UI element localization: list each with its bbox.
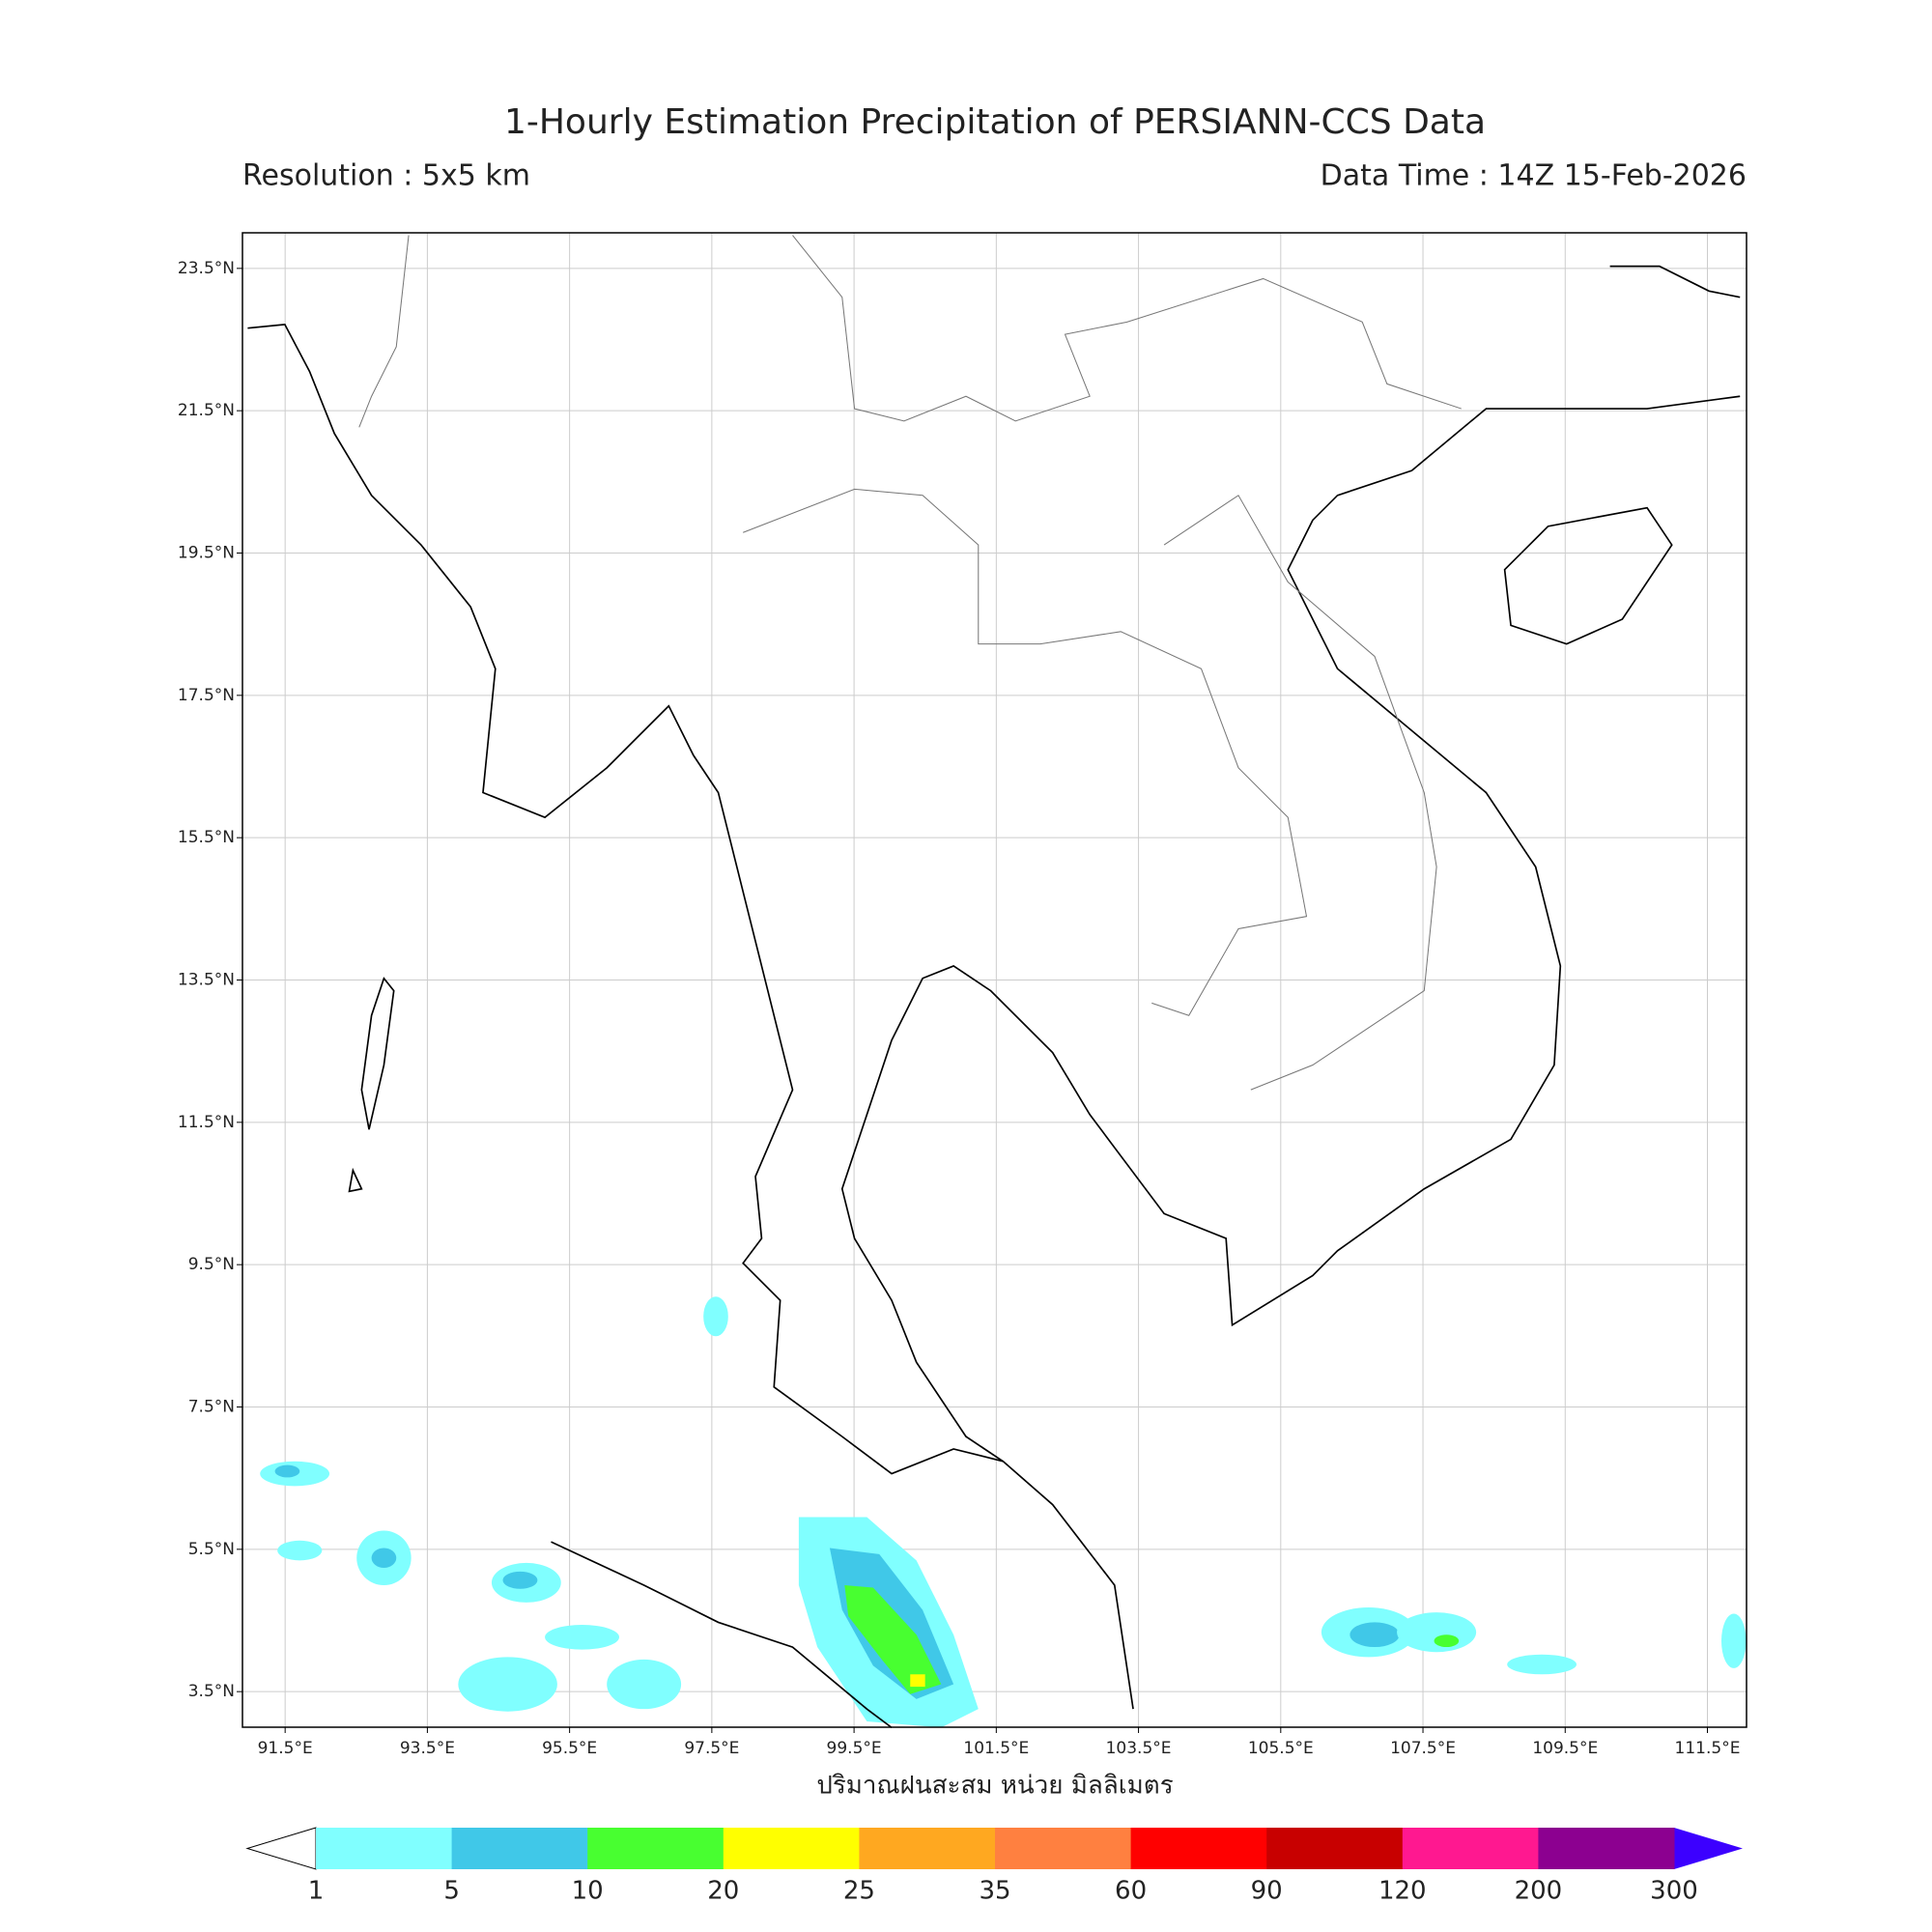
colorbar-tick-label: 300 [1650,1877,1698,1906]
data-time: Data Time : 14Z 15-Feb-2026 [1321,159,1747,193]
lon-tick-label: 101.5°E [963,1739,1029,1758]
coastline [348,265,1741,1193]
colorbar-tick-label: 20 [707,1877,739,1906]
grid [237,233,1747,1733]
coastline [1503,506,1673,645]
colorbar-box [316,1828,453,1869]
lat-tick-label: 17.5°N [178,686,235,705]
colorbar-box [451,1828,588,1869]
rain-area [844,1584,942,1694]
rain-area [1434,1634,1460,1648]
colorbar-tick-label: 5 [443,1877,460,1906]
lon-tick-label: 103.5°E [1106,1739,1172,1758]
rain-area [1507,1654,1577,1675]
lon-tick-label: 111.5°E [1675,1739,1741,1758]
rain-area [274,1464,300,1478]
rain-area [371,1548,397,1569]
colorbar-box [1538,1828,1675,1869]
colorbar-box [859,1828,996,1869]
rain-area [1397,1612,1477,1653]
lat-tick-label: 15.5°N [178,828,235,847]
lon-tick-label: 109.5°E [1532,1739,1598,1758]
rain-area [502,1571,538,1589]
lat-tick-label: 3.5°N [188,1682,235,1701]
border [358,235,1462,1091]
colorbar-label: ปริมาณฝนสะสม หน่วย มิลลิเมตร [816,1772,1173,1801]
colorbar-over [1674,1828,1743,1869]
rain-area [1720,1613,1747,1668]
colorbar-tick-label: 35 [979,1877,1010,1906]
map-frame [242,232,1747,1728]
lat-tick-label: 9.5°N [188,1255,235,1274]
colorbar-tick-label: 10 [572,1877,604,1906]
lon-tick-label: 97.5°E [684,1739,739,1758]
colorbar-box [587,1828,724,1869]
colorbar-tick-label: 90 [1251,1877,1283,1906]
lat-tick-label: 23.5°N [178,259,235,278]
colorbar-tick-label: 120 [1378,1877,1427,1906]
title: 1-Hourly Estimation Precipitation of PER… [504,102,1486,142]
colorbar-box [1402,1828,1539,1869]
coastline [247,323,1134,1710]
colorbar-box [1130,1828,1267,1869]
colorbar-tick-label: 60 [1115,1877,1147,1906]
colorbar-tick-label: 200 [1515,1877,1563,1906]
rain-area [607,1659,682,1710]
precipitation [260,1296,1747,1728]
lat-tick-label: 7.5°N [188,1398,235,1417]
rain-area [703,1296,728,1337]
resolution: Resolution : 5x5 km [242,159,530,193]
colorbar-box [995,1828,1132,1869]
colorbar-tick-label: 25 [843,1877,875,1906]
rain-area [545,1624,620,1650]
lon-tick-label: 105.5°E [1248,1739,1314,1758]
colorbar-box [723,1828,860,1869]
lat-tick-label: 19.5°N [178,544,235,563]
colorbar: 1 5 10 20 25 35 60 90 120 200 300 [245,1827,1743,1906]
lat-tick-label: 21.5°N [178,401,235,420]
lon-tick-label: 95.5°E [542,1739,597,1758]
basemap [247,235,1747,1729]
rain-area [1350,1622,1400,1648]
colorbar-box [1266,1828,1404,1869]
lat-tick-label: 5.5°N [188,1540,235,1559]
lon-tick-label: 91.5°E [258,1739,313,1758]
lon-tick-label: 99.5°E [827,1739,882,1758]
rain-area [458,1657,557,1712]
colorbar-under [245,1827,317,1870]
lat-tick-label: 11.5°N [178,1113,235,1132]
lon-tick-label: 107.5°E [1390,1739,1456,1758]
coastline [840,395,1741,1463]
lat-tick-label: 13.5°N [178,971,235,990]
lon-tick-label: 93.5°E [400,1739,455,1758]
colorbar-tick-label: 1 [308,1877,325,1906]
rain-area [910,1674,925,1688]
coastline [551,1541,893,1729]
rain-area [277,1540,323,1561]
